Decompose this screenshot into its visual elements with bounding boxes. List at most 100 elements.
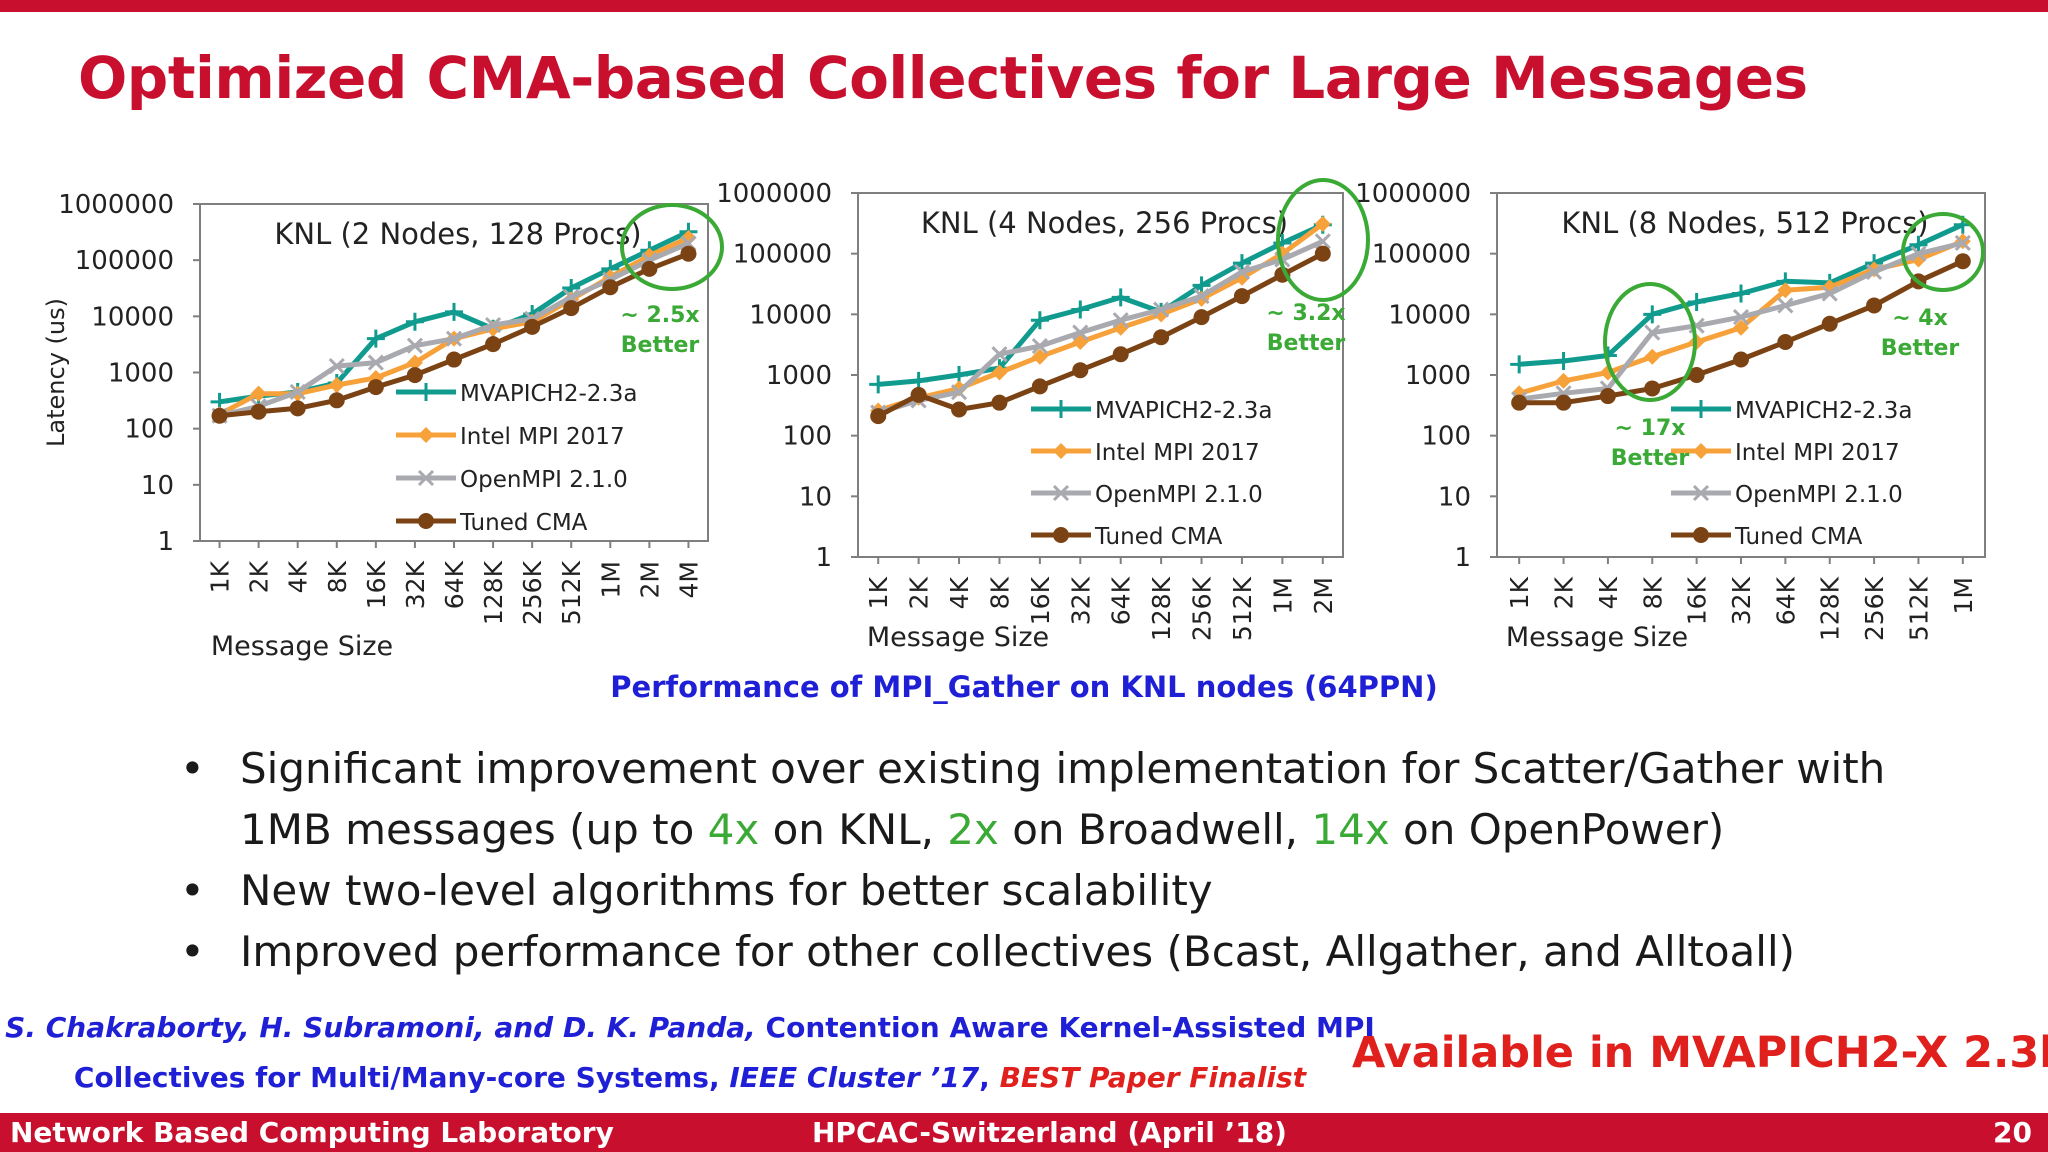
data-point — [1555, 394, 1572, 411]
bullet-text: on Broadwell, — [998, 805, 1312, 854]
x-tick-label: 512K — [1228, 576, 1257, 641]
data-point — [951, 401, 968, 418]
annotation-text: Better — [1881, 336, 1960, 361]
x-tick-label: 256K — [1188, 576, 1217, 641]
bullet-dot: • — [180, 927, 205, 976]
x-tick-label: 32K — [1727, 576, 1756, 625]
data-point — [1111, 288, 1130, 307]
data-point — [406, 337, 423, 354]
x-tick-label: 512K — [557, 560, 586, 625]
highlight-circle — [1603, 282, 1697, 402]
annotation-text: Better — [621, 333, 700, 358]
footer-page-number: 20 — [1993, 1116, 2032, 1149]
data-point — [870, 408, 887, 425]
x-tick-label: 4M — [674, 561, 703, 598]
legend-label: MVAPICH2-2.3a — [1735, 398, 1912, 424]
y-tick-label: 1000 — [1405, 361, 1471, 391]
data-point — [641, 260, 658, 277]
data-point — [910, 386, 927, 403]
data-point — [1692, 484, 1710, 502]
x-tick-label: 2K — [905, 576, 934, 609]
data-point — [991, 364, 1008, 381]
x-tick-label: 512K — [1904, 576, 1933, 641]
y-tick-label: 1 — [157, 527, 174, 557]
data-point — [1554, 352, 1573, 371]
x-tick-label: 1K — [206, 560, 235, 593]
citation: S. Chakraborty, H. Subramoni, and D. K. … — [0, 1003, 1380, 1103]
x-tick-label: 2K — [1550, 576, 1579, 609]
x-tick-label: 4K — [284, 560, 313, 593]
data-point — [1511, 394, 1528, 411]
bullet-text: Improved performance for other collectiv… — [240, 927, 1796, 976]
y-tick-label: 100 — [1421, 422, 1471, 452]
data-point — [1314, 245, 1331, 262]
highlight-circle — [1901, 212, 1985, 292]
data-point — [563, 300, 580, 317]
legend-label: OpenMPI 2.1.0 — [460, 467, 628, 493]
bullet-highlight: 2x — [947, 805, 999, 854]
y-tick-label: 100000 — [1372, 240, 1471, 270]
footer-bar: Network Based Computing Laboratory HPCAC… — [0, 1113, 2048, 1152]
plot-frame — [199, 203, 709, 542]
x-tick-label: 2M — [635, 561, 664, 598]
data-point — [1693, 527, 1709, 543]
legend-label: OpenMPI 2.1.0 — [1735, 482, 1903, 508]
data-point — [1644, 348, 1661, 365]
bullet-highlight: 14x — [1311, 805, 1390, 854]
footer-lab-name: Network Based Computing Laboratory — [10, 1116, 614, 1149]
top-accent-bar — [0, 0, 2048, 12]
data-point — [1866, 297, 1883, 314]
highlight-circle — [620, 203, 724, 291]
x-tick-label: 64K — [1771, 576, 1800, 625]
annotation-text: Better — [1611, 446, 1690, 471]
citation-award: BEST Paper Finalist — [999, 1061, 1307, 1094]
data-point — [1233, 263, 1251, 280]
data-point — [1909, 235, 1928, 254]
data-point — [1193, 309, 1210, 326]
bullet-item: • New two-level algorithms for better sca… — [170, 860, 1990, 921]
data-point — [1687, 292, 1706, 311]
data-point — [991, 346, 1008, 363]
data-point — [1910, 245, 1927, 262]
data-point — [485, 336, 502, 353]
x-tick-label: 1M — [596, 561, 625, 598]
y-tick-label: 1000 — [108, 359, 174, 389]
x-tick-label: 2K — [245, 560, 274, 593]
data-point — [991, 394, 1008, 411]
citation-venue: IEEE Cluster ’17 — [729, 1061, 980, 1094]
bullet-item: • Significant improvement over existing i… — [170, 738, 1990, 860]
data-point — [1052, 484, 1070, 502]
data-point — [328, 392, 345, 409]
legend-label: Tuned CMA — [459, 510, 588, 536]
series-line — [877, 239, 1324, 415]
x-tick-label: 1M — [1949, 577, 1978, 614]
x-tick-label: 8K — [985, 576, 1014, 609]
data-point — [250, 403, 267, 420]
annotation-text: ~ 4x — [1892, 306, 1948, 331]
x-tick-label: 1M — [1268, 577, 1297, 614]
data-point — [1692, 400, 1710, 418]
y-tick-label: 1 — [1454, 543, 1471, 573]
data-point — [1821, 315, 1838, 332]
data-point — [1072, 324, 1089, 341]
data-point — [1866, 263, 1883, 280]
data-point — [1053, 527, 1069, 543]
y-tick-label: 1 — [815, 543, 832, 573]
y-tick-label: 1000000 — [1355, 179, 1471, 209]
data-point — [1732, 309, 1750, 326]
x-axis-label: Message Size — [1506, 622, 1688, 653]
series-line — [877, 221, 1325, 413]
annotation-text: ~ 3.2x — [1266, 301, 1345, 326]
data-point — [445, 330, 463, 347]
legend-label: MVAPICH2-2.3a — [1095, 398, 1272, 424]
bullet-list: • Significant improvement over existing i… — [170, 738, 1990, 982]
data-point — [1733, 351, 1749, 368]
data-point — [1644, 324, 1661, 341]
data-point — [1153, 329, 1170, 346]
data-point — [1821, 285, 1838, 302]
data-point — [680, 229, 697, 246]
data-point — [367, 354, 384, 371]
legend-label: Intel MPI 2017 — [1735, 440, 1900, 466]
data-point — [1031, 348, 1048, 365]
data-point — [950, 384, 968, 401]
